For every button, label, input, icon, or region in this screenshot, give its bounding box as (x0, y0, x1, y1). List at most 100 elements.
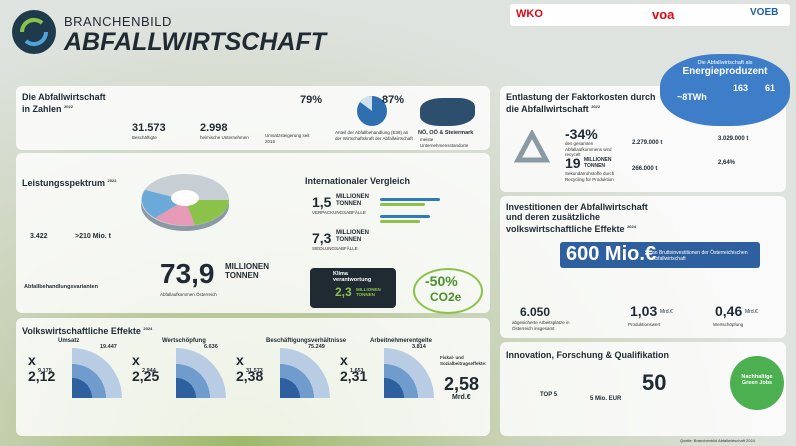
innovation-title: Innovation, Forschung & Qualifikation (506, 350, 670, 360)
klima-box (310, 268, 396, 308)
intl-title: Internationaler Vergleich (305, 176, 411, 186)
panel-zahlen (16, 86, 490, 150)
entlastung-mt-label: Sekundärrohstoffe durch Recycling für Pr… (565, 171, 615, 182)
pie-icon (357, 96, 387, 126)
effect-label: Wertschöpfung (713, 322, 744, 327)
stat-label: Anteil der Abfallbehandlung (E38) an der… (335, 130, 413, 141)
entlastung-title: Entlastung der Faktorkosten durch die Ab… (506, 92, 656, 114)
entlastung-pct-label: des gesamten Abfallaufkommens wird recyc… (565, 141, 612, 157)
text: Leistungsspektrum (22, 178, 106, 188)
total-value: 73,9 (160, 258, 215, 289)
invest-amount-label: an Bruttoinvestitionen der Österreichisc… (652, 250, 748, 262)
intl-value: 1,5 (312, 194, 332, 210)
recycle-icon (513, 130, 551, 163)
stat-value: 79% (300, 94, 323, 106)
map-austria (420, 98, 475, 126)
vw-name: Arbeitnehmerentgelte (370, 338, 433, 344)
stat-label: heimische Unternehmen (200, 135, 249, 140)
title-small: BRANCHENBILD (64, 14, 172, 29)
invest-amount: 600 Mio.€ (566, 243, 657, 265)
effect-value: 1,03 (630, 303, 658, 319)
vw-total: 75.249 (308, 344, 325, 350)
energie-title: Die Abfallwirtschaft als (697, 60, 753, 66)
logo-wko: WKO (516, 8, 543, 20)
vw-total: 3.814 (412, 344, 426, 350)
entlastung-mt-unit: MILLIONEN TONNEN (584, 157, 612, 169)
vw-direct: 1.651 (350, 368, 364, 374)
fact: 2,64% (718, 160, 736, 166)
text: Investitionen der Abfallwirtschaft und d… (506, 202, 648, 234)
vw-direct: 9.175 (38, 368, 52, 374)
vw-name: Umsatz (58, 338, 80, 344)
energie-title2: Energieproduzent (682, 66, 768, 77)
invest-title: Investitionen der Abfallwirtschaft und d… (506, 202, 656, 234)
total-unit: MILLIONEN TONNEN (225, 262, 269, 280)
vw-total: 6.636 (204, 344, 218, 350)
stat-value: NÖ, OÖ & Steiermark (418, 130, 474, 136)
fiskal-value: 2,58 (444, 374, 480, 394)
intl-unit: MILLIONEN TONNEN (336, 194, 369, 207)
year: 2022 (591, 104, 601, 109)
vw-name: Wertschöpfung (162, 338, 206, 344)
intl-label: SIEDLUNGSABFÄLLE (312, 246, 358, 251)
co2-label: CO2e (430, 290, 462, 304)
klima-title: Klima verantwortung (333, 271, 372, 283)
total-label: Abfallaufkommen Österreich (160, 292, 217, 297)
stat-value: 87% (382, 94, 405, 106)
zahlen-title: Die Abfallwirtschaft in Zahlen 2022 (22, 92, 112, 114)
year: 2022 (64, 104, 73, 109)
leistung-title: Leistungsspektrum 2022 (22, 176, 116, 188)
innovation-item: 50 (642, 370, 667, 395)
innovation-item: TOP 5 (540, 392, 558, 398)
fiskal-label: Fiskal- und Sozialbeitragseffekte: (440, 355, 487, 366)
co2-circle (413, 268, 483, 314)
stat-value: 2.998 (200, 122, 228, 134)
fact: 266.000 t (632, 166, 658, 172)
vw-title: Volkswirtschaftliche Effekte 2024 (22, 324, 152, 336)
stat-label: meiste Unternehmensstandorte (420, 137, 469, 148)
co2-pct: -50% (425, 273, 458, 289)
effect-unit: Mrd.€ (745, 309, 758, 315)
klima-unit: MILLIONEN TONNEN (356, 287, 381, 297)
vw-direct: 2.944 (142, 368, 156, 374)
energie-value: ~8TWh (677, 92, 707, 102)
intl-label: VERPACKUNGSABFÄLLE (312, 210, 366, 215)
donut-3d (141, 174, 229, 231)
entlastung-pct: -34% (565, 126, 598, 142)
stat-value: 31.573 (132, 122, 166, 134)
vw-total: 19.447 (100, 344, 117, 350)
invest-banner (560, 242, 760, 268)
innovation-item: 5 Mio. EUR (590, 396, 622, 402)
year: 2024 (143, 326, 153, 331)
text: Die Abfallwirtschaft in Zahlen (22, 92, 106, 114)
text: Volkswirtschaftliche Effekte (22, 326, 141, 336)
vw-factor: x 2,12 (28, 352, 56, 384)
vw-name: Beschäftigungsverhältnisse (266, 338, 347, 344)
intl-unit: MILLIONEN TONNEN (336, 230, 369, 243)
panel-leistung (16, 153, 490, 313)
energie-value: 61 (765, 83, 776, 93)
fact: 3.029.000 t (718, 136, 749, 142)
logo-icon (12, 10, 56, 54)
title: ABFALLWIRTSCHAFT (64, 28, 327, 56)
text: Entlastung der Faktorkosten durch die Ab… (506, 92, 656, 114)
effect-label: abgesicherte Arbeitsplätze in Österreich… (512, 320, 570, 331)
logo-voeb: VOEB (750, 7, 779, 18)
year: 2024 (627, 224, 636, 229)
logo-bar (510, 4, 790, 26)
anlagen: 3.422 (30, 233, 48, 240)
vw-factor: x 2,38 (236, 352, 264, 384)
stat-label: Umsatzsteigerung seit 2015 (265, 133, 310, 144)
effect-label: Produktionswert (628, 322, 661, 327)
green-label: Nachhaltige Green Jobs (741, 374, 773, 386)
vw-factor: x 2,31 (340, 352, 368, 384)
fact: 2.279.000 t (632, 140, 663, 146)
green-circle (730, 356, 784, 410)
intl-value: 7,3 (312, 230, 332, 246)
energie-blob (660, 54, 790, 126)
tonnen: >210 Mio. t (75, 233, 111, 240)
footer: Quelle: Branchenbild Abfallwirtschaft 20… (680, 438, 755, 443)
energie-value: 163 (733, 83, 749, 93)
klima-value: 2,3 (335, 285, 352, 299)
